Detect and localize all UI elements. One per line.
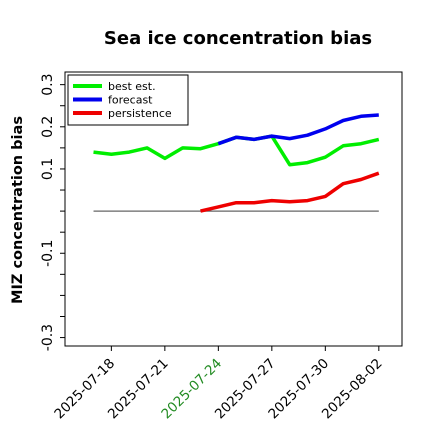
series-line-best-est: [93, 134, 380, 167]
legend-label: persistence: [108, 107, 172, 120]
y-tick-label: 0.1: [40, 158, 56, 180]
legend-label: forecast: [108, 94, 153, 107]
series-line-persistence: [200, 171, 380, 213]
y-axis-label: MIZ concentration bias: [10, 116, 26, 304]
chart-title: Sea ice concentration bias: [104, 28, 372, 49]
y-tick-label: -0.1: [40, 240, 56, 267]
y-axis-label-group: MIZ concentration bias: [10, 116, 26, 304]
legend-label: best est.: [108, 80, 156, 93]
plot-frame: [64, 71, 403, 347]
y-tick-label: -0.3: [40, 324, 56, 351]
y-tick-label: 0.3: [40, 74, 56, 96]
series-line-forecast: [217, 113, 379, 146]
plot-area: 0.30.20.1-0.1-0.32025-07-182025-07-21202…: [40, 71, 403, 422]
y-tick-label: 0.2: [40, 116, 56, 138]
